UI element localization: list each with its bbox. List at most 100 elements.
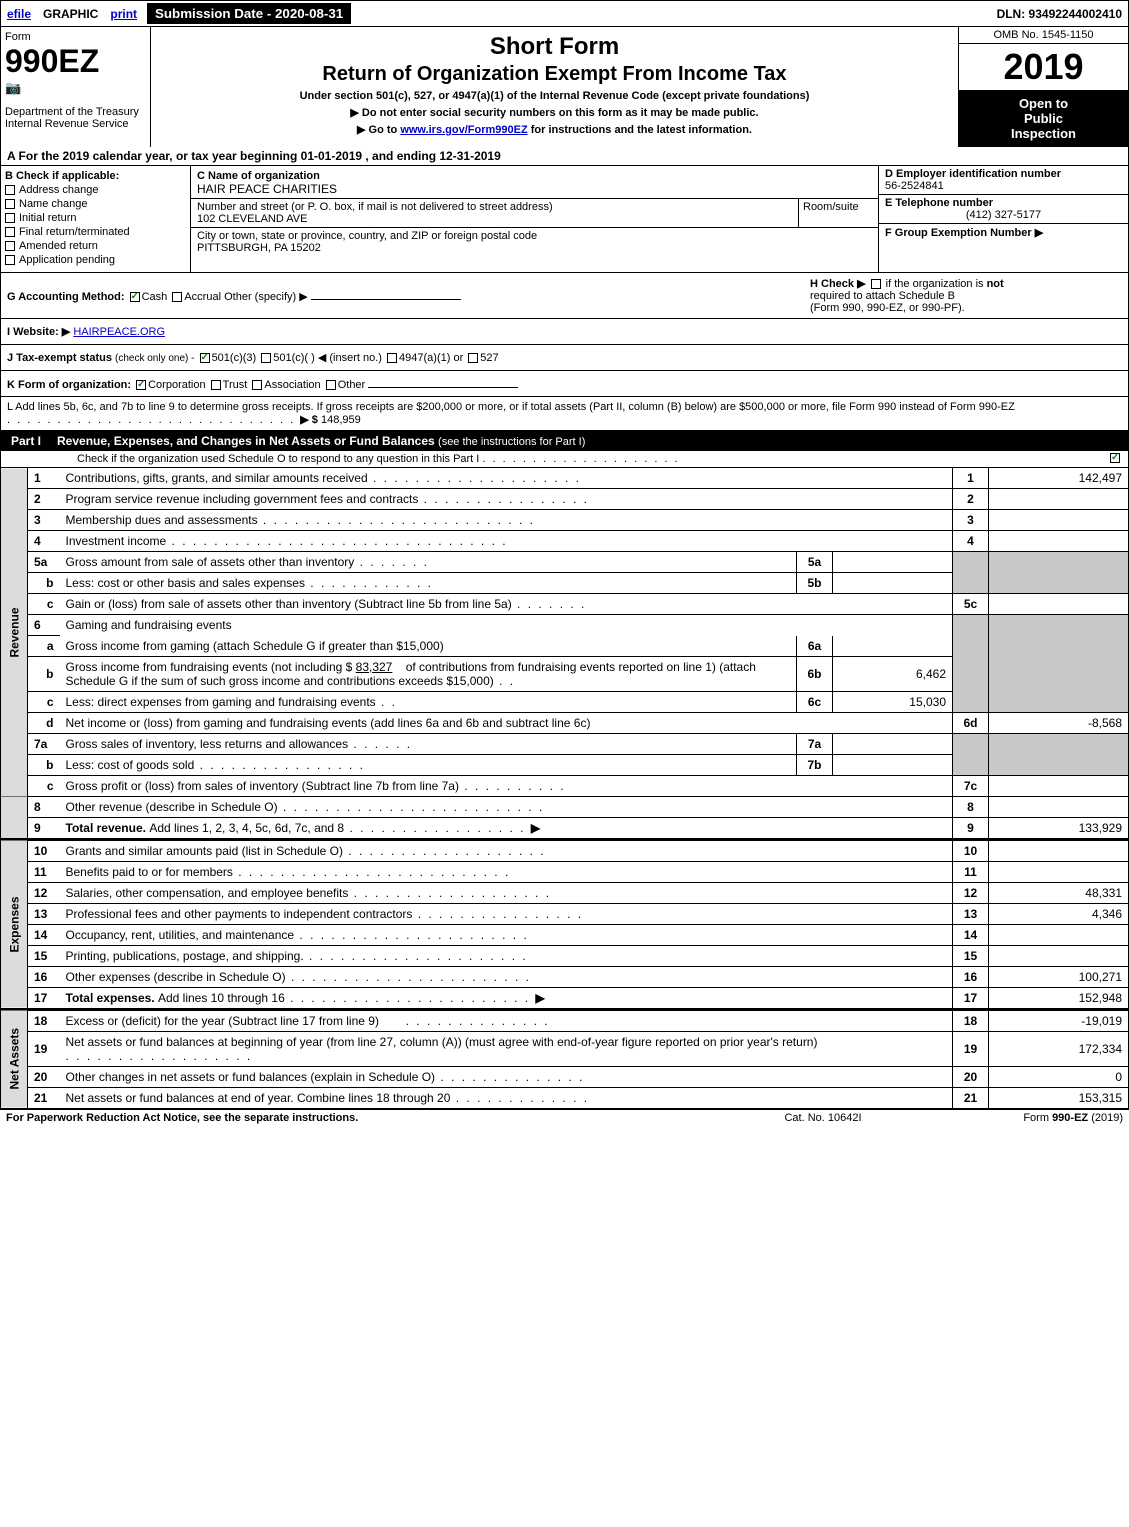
chk-final-return[interactable]: [5, 227, 15, 237]
footer-right: Form 990-EZ (2019): [923, 1112, 1123, 1124]
l7c-numcol: 7c: [953, 776, 989, 797]
l7b-desc: Less: cost of goods sold: [66, 758, 195, 772]
org-address: 102 CLEVELAND AVE: [197, 213, 307, 225]
l6c-mini: 6c: [797, 692, 833, 713]
l17-desc: Total expenses.: [66, 991, 158, 1005]
amended-return-label: Amended return: [19, 240, 98, 252]
l7b-mini: 7b: [797, 755, 833, 776]
chk-name-change[interactable]: [5, 199, 15, 209]
l6-num: 6: [28, 615, 60, 636]
l6b-mini: 6b: [797, 657, 833, 692]
l15-val: [989, 946, 1129, 967]
l1-numcol: 1: [953, 468, 989, 489]
form-header: Form 990EZ 📷 Department of the Treasury …: [0, 27, 1129, 147]
l2-val: [989, 489, 1129, 510]
chk-app-pending[interactable]: [5, 255, 15, 265]
l6a-mini: 6a: [797, 636, 833, 657]
l6d-numcol: 6d: [953, 713, 989, 734]
submission-date-button[interactable]: Submission Date - 2020-08-31: [147, 3, 351, 24]
goto-line: ▶ Go to www.irs.gov/Form990EZ for instru…: [159, 123, 950, 136]
l18-val: -19,019: [989, 1010, 1129, 1032]
k-label: K Form of organization:: [7, 379, 131, 391]
g-other-label: Other (specify) ▶: [224, 291, 308, 303]
l17-num: 17: [28, 988, 60, 1009]
col-c: C Name of organization HAIR PEACE CHARIT…: [191, 166, 878, 272]
l2-numcol: 2: [953, 489, 989, 510]
i-label: I Website: ▶: [7, 326, 70, 338]
l7-shade-val: [989, 734, 1129, 776]
c-addr-cell: Number and street (or P. O. box, if mail…: [191, 199, 798, 228]
l10-val: [989, 840, 1129, 862]
chk-amended-return[interactable]: [5, 241, 15, 251]
l6b-desc1: Gross income from fundraising events (no…: [66, 660, 353, 674]
chk-trust[interactable]: [211, 380, 221, 390]
l17-desc2: Add lines 10 through 16: [158, 991, 285, 1005]
l15-numcol: 15: [953, 946, 989, 967]
chk-address-change[interactable]: [5, 185, 15, 195]
efile-link[interactable]: efile: [1, 5, 37, 23]
l5-shade-val: [989, 552, 1129, 594]
chk-501c3[interactable]: [200, 353, 210, 363]
l7a-desc: Gross sales of inventory, less returns a…: [66, 737, 349, 751]
l6a-minival: [833, 636, 953, 657]
part1-title: Revenue, Expenses, and Changes in Net As…: [51, 431, 1128, 451]
form-label: Form: [5, 31, 146, 43]
website-link[interactable]: HAIRPEACE.ORG: [73, 326, 165, 338]
lbl-trust: Trust: [223, 379, 248, 391]
row-g: G Accounting Method: Cash Accrual Other …: [7, 288, 802, 303]
l21-num: 21: [28, 1088, 60, 1109]
l7a-minival: [833, 734, 953, 755]
l7a-num: 7a: [28, 734, 60, 755]
chk-corp[interactable]: [136, 380, 146, 390]
l9-numcol: 9: [953, 818, 989, 839]
l16-num: 16: [28, 967, 60, 988]
l6d-num: d: [28, 713, 60, 734]
chk-k-other[interactable]: [326, 380, 336, 390]
group-label: F Group Exemption Number ▶: [885, 227, 1043, 239]
lbl-k-other: Other: [338, 379, 366, 391]
l10-numcol: 10: [953, 840, 989, 862]
chk-501c[interactable]: [261, 353, 271, 363]
org-city: PITTSBURGH, PA 15202: [197, 242, 321, 254]
revenue-side-label: Revenue: [1, 468, 28, 797]
chk-h[interactable]: [871, 279, 881, 289]
l6-desc: Gaming and fundraising events: [66, 618, 232, 632]
addr-change-label: Address change: [19, 184, 99, 196]
l2-desc: Program service revenue including govern…: [66, 492, 419, 506]
l19-desc: Net assets or fund balances at beginning…: [66, 1035, 818, 1049]
chk-527[interactable]: [468, 353, 478, 363]
net-assets-table: Net Assets 18 Excess or (deficit) for th…: [0, 1009, 1129, 1109]
l-arrow: ▶ $: [300, 414, 318, 426]
chk-4947[interactable]: [387, 353, 397, 363]
top-bar: efile GRAPHIC print Submission Date - 20…: [0, 0, 1129, 27]
part1-note: (see the instructions for Part I): [438, 436, 585, 448]
l5b-num: b: [28, 573, 60, 594]
l5c-numcol: 5c: [953, 594, 989, 615]
l1-num: 1: [28, 468, 60, 489]
chk-assoc[interactable]: [252, 380, 262, 390]
chk-initial-return[interactable]: [5, 213, 15, 223]
e-phone-cell: E Telephone number (412) 327-5177: [879, 194, 1128, 223]
open-line3: Inspection: [1011, 126, 1076, 141]
l6b-minival: 6,462: [833, 657, 953, 692]
l3-desc: Membership dues and assessments: [66, 513, 258, 527]
l5c-val: [989, 594, 1129, 615]
l6a-num: a: [28, 636, 60, 657]
l7-shade: [953, 734, 989, 776]
l5b-minival: [833, 573, 953, 594]
goto-link[interactable]: www.irs.gov/Form990EZ: [400, 124, 527, 136]
print-link[interactable]: print: [104, 5, 143, 23]
chk-accrual[interactable]: [172, 292, 182, 302]
chk-sched-o[interactable]: [1110, 453, 1120, 463]
l10-desc: Grants and similar amounts paid (list in…: [66, 844, 343, 858]
l18-numcol: 18: [953, 1010, 989, 1032]
city-label: City or town, state or province, country…: [197, 230, 537, 242]
l4-numcol: 4: [953, 531, 989, 552]
omb-label: OMB No. 1545-1150: [959, 27, 1128, 44]
lbl-501c: 501(c)( ): [273, 352, 315, 364]
l6c-minival: 15,030: [833, 692, 953, 713]
row-a-tax-year: A For the 2019 calendar year, or tax yea…: [0, 147, 1129, 166]
l19-num: 19: [28, 1032, 60, 1067]
chk-cash[interactable]: [130, 292, 140, 302]
l13-num: 13: [28, 904, 60, 925]
